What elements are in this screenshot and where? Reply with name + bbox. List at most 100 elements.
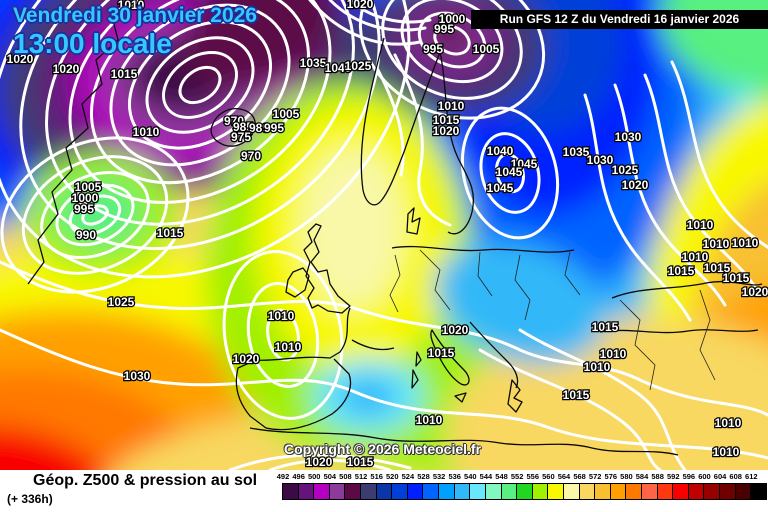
legend-band: Géop. Z500 & pression au sol (+ 336h) 49… — [0, 470, 768, 512]
scale-tick: 584 — [635, 472, 649, 481]
scale-cell: 600 — [698, 472, 721, 510]
pressure-label: 1010 — [600, 347, 627, 361]
pressure-label: 1005 — [273, 107, 300, 121]
pressure-label: 1015 — [592, 320, 619, 334]
scale-tick: 612 — [745, 472, 758, 481]
scale-tick: 604 — [713, 472, 727, 481]
pressure-label: 1010 — [416, 413, 443, 427]
pressure-label: 970 — [224, 114, 244, 128]
scale-color-box — [719, 483, 736, 500]
scale-tick: 552 — [510, 472, 524, 481]
scale-tick: 568 — [573, 472, 586, 481]
scale-tick: 520 — [386, 472, 399, 481]
scale-color-box — [375, 483, 393, 500]
scale-color-box — [406, 483, 424, 500]
pressure-label: 1015 — [157, 226, 184, 240]
scale-tick: 564 — [557, 472, 571, 481]
pressure-label: 1040 — [325, 61, 352, 75]
scale-color-box — [297, 483, 315, 500]
scale-tick: 528 — [417, 472, 430, 481]
scale-tick: 492 — [276, 472, 290, 481]
scale-tick: 580 — [620, 472, 633, 481]
valid-time-text: 13:00 locale — [13, 28, 172, 59]
pressure-label: 1040 — [487, 144, 514, 158]
pressure-label: 1045 — [487, 181, 514, 195]
pressure-label: 1010 — [715, 416, 742, 430]
scale-color-box — [594, 483, 611, 500]
pressure-label: 1030 — [587, 153, 614, 167]
pressure-label: 1010 — [275, 340, 302, 354]
pressure-label: 1020 — [306, 455, 333, 469]
scale-color-box — [734, 483, 752, 500]
scale-color-box — [562, 483, 580, 500]
isobar-lines — [0, 0, 768, 470]
pressure-label: 990 — [76, 228, 96, 242]
forecast-step: (+ 336h) — [7, 492, 53, 506]
pressure-label: 995 — [434, 22, 454, 36]
pressure-label: 995 — [264, 121, 284, 135]
pressure-label: 1015 — [563, 388, 590, 402]
scale-tick: 496 — [292, 472, 305, 481]
scale-color-box — [282, 483, 299, 500]
scale-tick: 536 — [448, 472, 461, 481]
pressure-label: 995 — [423, 42, 443, 56]
pressure-label: 1010 — [682, 250, 709, 264]
scale-color-box — [750, 483, 767, 500]
run-info-bar: Run GFS 12 Z du Vendredi 16 janvier 2026 — [471, 10, 768, 29]
pressure-label: 1010 — [703, 237, 730, 251]
pressure-label: 1020 — [742, 285, 768, 299]
pressure-label: 1045 — [511, 157, 538, 171]
scale-color-box — [328, 483, 346, 500]
scale-tick: 516 — [370, 472, 383, 481]
pressure-label: 1000 — [439, 12, 466, 26]
scale-color-box — [641, 483, 658, 500]
scale-tick: 540 — [464, 472, 477, 481]
pressure-label: 1000 — [72, 191, 99, 205]
scale-tick: 600 — [698, 472, 711, 481]
scale-color-box — [672, 483, 689, 500]
pressure-label: 1015 — [428, 346, 455, 360]
scale-tick: 608 — [729, 472, 742, 481]
pressure-label: 1010 — [732, 236, 759, 250]
pressure-label: 1015 — [668, 264, 695, 278]
valid-date-text: Vendredi 30 janvier 2026 — [13, 4, 257, 27]
scale-tick: 532 — [432, 472, 446, 481]
scale-tick: 524 — [401, 472, 415, 481]
scale-color-box — [516, 483, 533, 500]
pressure-label: 1005 — [75, 180, 102, 194]
scale-tick: 596 — [682, 472, 696, 481]
pressure-label: 989 — [249, 121, 269, 135]
scale-tick: 572 — [588, 472, 602, 481]
scale-tick: 512 — [354, 472, 368, 481]
pressure-label: 1015 — [433, 113, 460, 127]
pressure-label: 1010 — [268, 309, 295, 323]
pressure-label: 1015 — [347, 455, 374, 469]
scale-tick: 588 — [651, 472, 664, 481]
pressure-label: 1025 — [345, 59, 372, 73]
pressure-label: 985 — [233, 120, 253, 134]
pressure-label: 1030 — [124, 369, 151, 383]
pressure-label: 970 — [241, 149, 261, 163]
coastlines — [27, 0, 763, 456]
scale-color-box — [547, 483, 564, 500]
scale-color-box — [500, 483, 518, 500]
pressure-label: 1030 — [615, 130, 642, 144]
map-title: Géop. Z500 & pression au sol — [33, 472, 258, 489]
pressure-label: 1005 — [473, 42, 500, 56]
pressure-label: 1010 — [687, 218, 714, 232]
weather-map: 1010 1020 1020 1020 1015 1010 970 985 989 995 975 9… — [0, 0, 768, 470]
scale-color-box — [422, 483, 440, 500]
copyright-text: Copyright © 2026 Meteociel.fr — [284, 441, 482, 457]
scale-tick: 556 — [526, 472, 540, 481]
scale-tick: 560 — [542, 472, 555, 481]
pressure-label: 1020 — [233, 352, 260, 366]
scale-color-box — [531, 483, 549, 500]
scale-tick: 576 — [604, 472, 618, 481]
scale-color-box — [609, 483, 627, 500]
pressure-label: 995 — [74, 202, 94, 216]
scale-color-box — [438, 483, 455, 500]
scale-color-box — [484, 483, 502, 500]
scale-color-box — [453, 483, 471, 500]
